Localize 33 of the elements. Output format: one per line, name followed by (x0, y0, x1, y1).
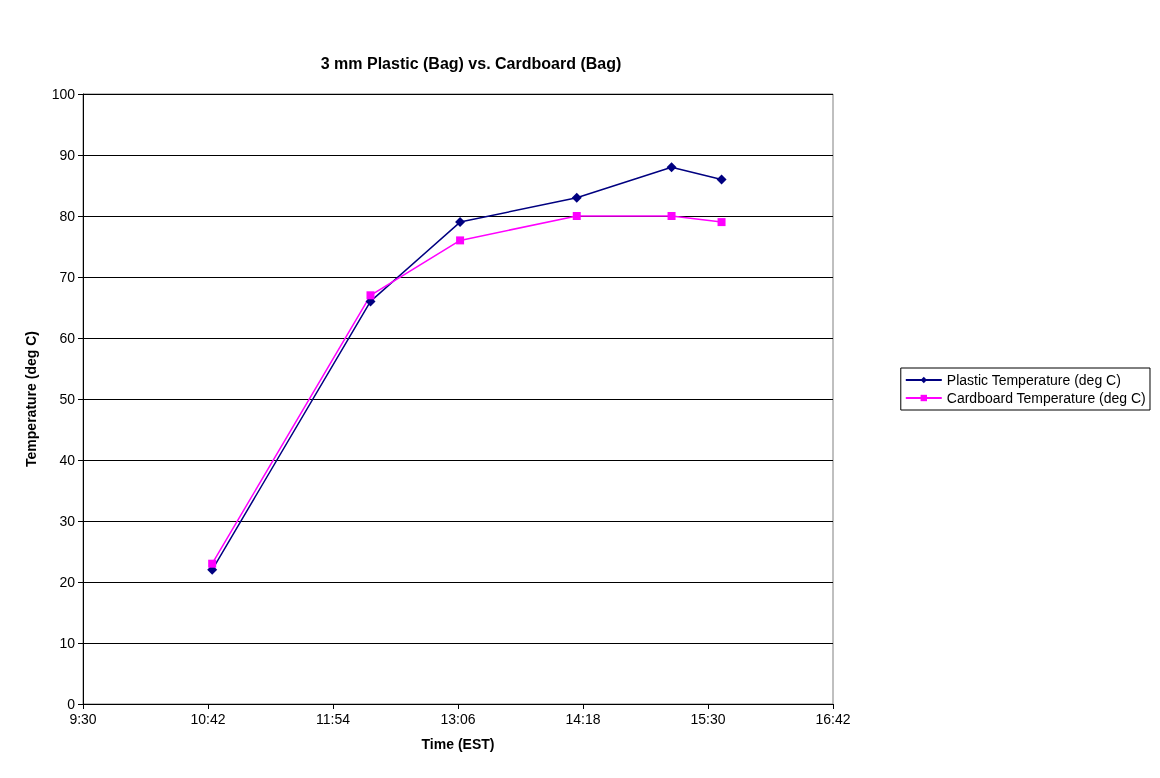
point (208, 559, 217, 568)
x-tick-label: 9:30 (69, 711, 97, 727)
x-tick-label: 14:18 (565, 711, 601, 727)
legend-label: Plastic Temperature (deg C) (946, 372, 1121, 388)
y-tick-label: 90 (59, 147, 76, 163)
point (666, 162, 677, 173)
point (717, 218, 726, 227)
y-tick-label: 30 (59, 513, 76, 529)
x-tick-label: 10:42 (190, 711, 226, 727)
point (667, 212, 676, 220)
chart-title: 3 mm Plastic (Bag) vs. Cardboard (Bag) (320, 54, 622, 72)
y-tick-label: 70 (59, 269, 76, 285)
x-tick-label: 15:30 (690, 711, 726, 727)
y-tick-label: 100 (51, 86, 76, 102)
point (572, 212, 581, 220)
y-axis-title: Temperature (deg C) (23, 331, 39, 467)
x-tick-label: 11:54 (316, 711, 351, 727)
y-tick-label: 80 (59, 208, 76, 224)
y-tick-label: 10 (59, 635, 76, 651)
y-tick-label: 60 (59, 330, 76, 346)
legend-label: Cardboard Temperature (deg C) (946, 390, 1146, 406)
y-tick-label: 0 (67, 696, 76, 712)
point (366, 291, 375, 300)
point (716, 174, 727, 185)
y-tick-label: 40 (59, 452, 76, 468)
y-tick-label: 50 (59, 391, 76, 407)
x-axis-title: Time (EST) (421, 736, 495, 752)
point (571, 192, 582, 203)
point (456, 236, 465, 245)
x-tick-label: 13:06 (440, 711, 476, 727)
point (455, 217, 466, 228)
x-tick-label: 16:42 (815, 711, 851, 727)
y-tick-label: 20 (59, 574, 76, 590)
